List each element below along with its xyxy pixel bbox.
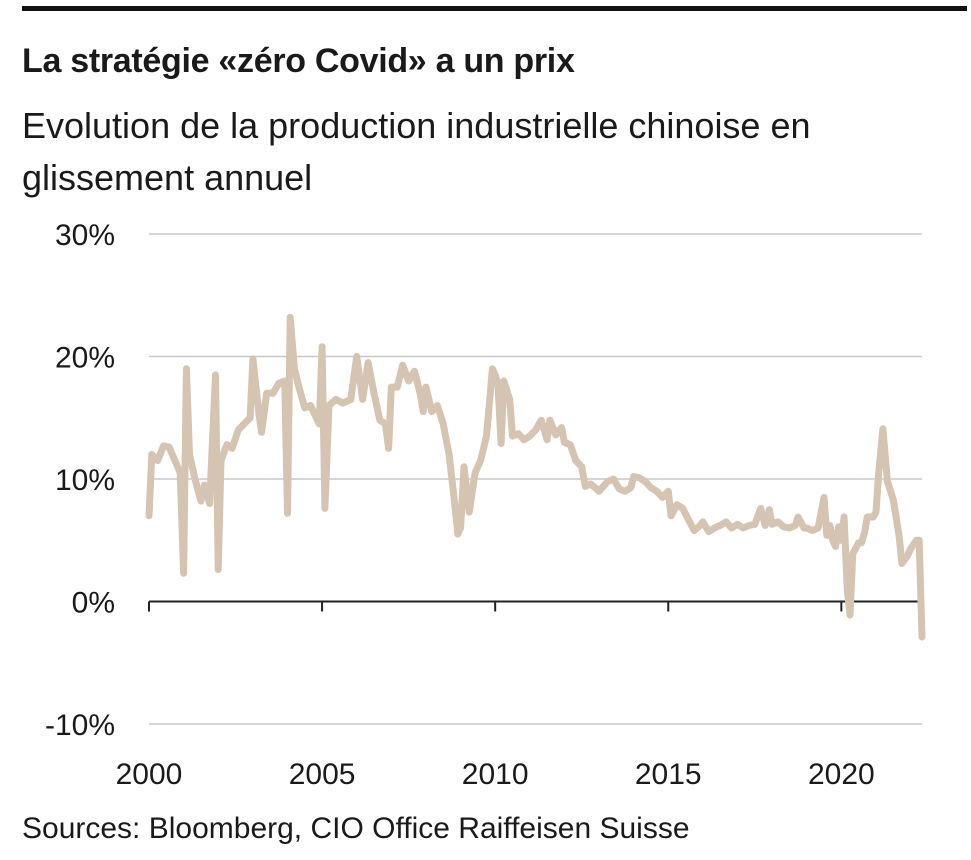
gridlines [149,233,922,725]
x-tick-label: 2010 [462,758,529,791]
y-tick-label: -10% [45,709,115,742]
y-tick-label: 10% [55,464,115,497]
source-note: Sources: Bloomberg, CIO Office Raiffeise… [22,812,690,845]
x-axis: 2000 2005 2010 2015 2020 [116,600,922,791]
top-rule [22,6,967,11]
series-layer [145,313,926,641]
series-line [145,313,926,641]
x-tick-label: 2000 [116,758,183,791]
chart-title: La stratégie «zéro Covid» a un prix [22,42,575,80]
x-tick-label: 2005 [289,758,356,791]
x-tick-label: 2015 [635,758,702,791]
y-tick-label: 30% [55,219,115,252]
chart-subtitle: Evolution de la production industrielle … [22,105,811,198]
x-tick-label: 2020 [808,758,875,791]
y-axis-ticks: -10% 0% 10% 20% 30% [45,219,115,742]
y-tick-label: 20% [55,342,115,375]
y-tick-label: 0% [72,587,115,620]
